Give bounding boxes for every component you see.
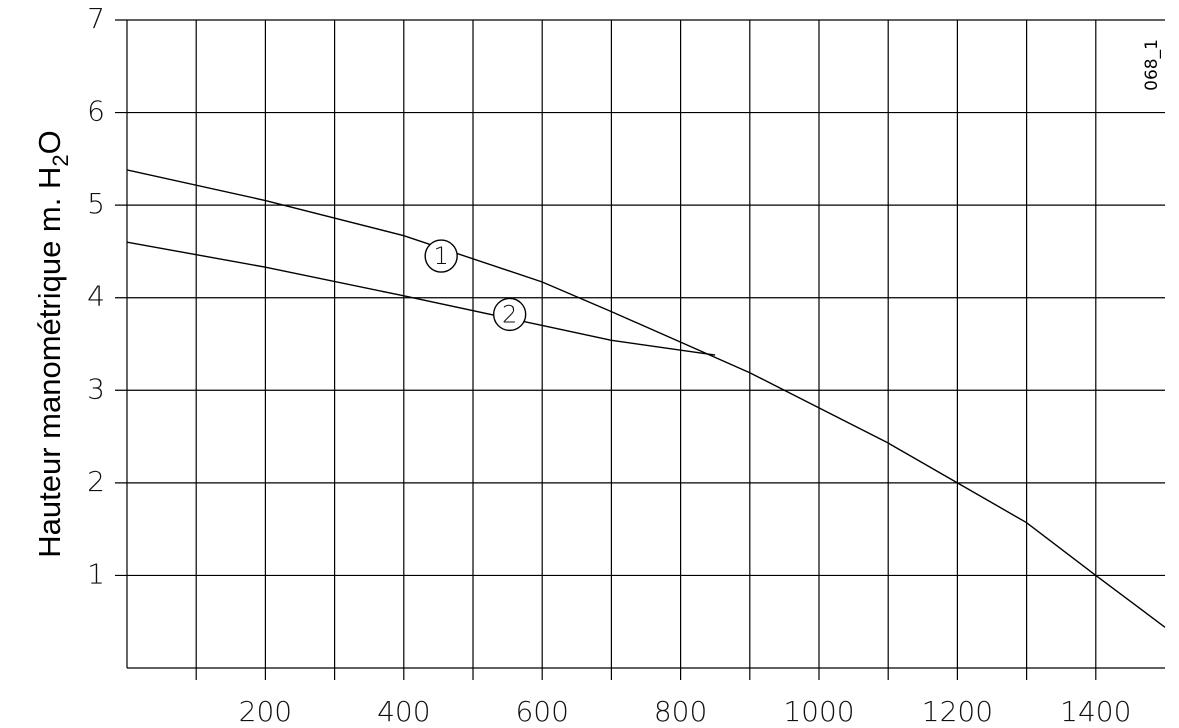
y-label-sub: 2: [48, 154, 73, 166]
x-tick-label: 1000: [783, 695, 854, 728]
x-tick-label: 1400: [1060, 695, 1131, 728]
x-tick-label: 400: [377, 695, 430, 728]
y-tick-label: 2: [87, 465, 105, 498]
curve: [126, 169, 1166, 628]
curve-label: 1: [434, 242, 449, 270]
y-tick-label: 7: [87, 2, 105, 35]
y-label-main: Hauteur manométrique m. H: [32, 167, 67, 558]
y-tick-label: 5: [87, 187, 105, 220]
y-tick-label: 6: [87, 95, 105, 128]
y-axis-label: Hauteur manométrique m. H2O: [32, 130, 73, 557]
y-tick-label: 1: [87, 557, 105, 590]
y-label-end: O: [32, 130, 67, 154]
curve-label: 2: [502, 300, 517, 328]
y-tick-label: 4: [87, 280, 105, 313]
x-tick-label: 600: [515, 695, 568, 728]
curve-label-circle: [424, 239, 458, 273]
figure-code: 068_1: [1142, 39, 1162, 91]
x-tick-label: 800: [654, 695, 707, 728]
curve: [126, 241, 716, 356]
y-tick-label: 3: [87, 372, 105, 405]
curve-label-circle: [492, 297, 527, 332]
x-tick-label: 200: [239, 695, 292, 728]
x-tick-label: 1200: [922, 695, 993, 728]
